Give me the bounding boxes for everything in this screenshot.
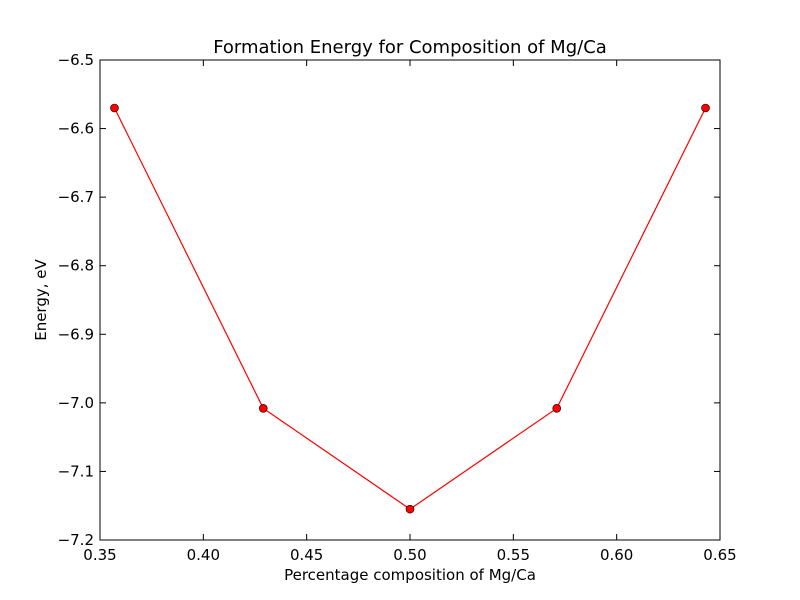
y-tick-label: −7.2 [58, 531, 94, 549]
x-tick-label: 0.55 [497, 546, 530, 564]
data-point [405, 504, 415, 514]
y-tick-label: −7.1 [58, 462, 94, 480]
data-point [110, 103, 119, 113]
x-tick-label: 0.50 [393, 546, 426, 564]
x-tick-label: 0.35 [83, 546, 116, 564]
y-tick-label: −6.8 [58, 257, 94, 275]
y-tick-label: −6.6 [58, 120, 94, 138]
chart-title: Formation Energy for Composition of Mg/C… [213, 37, 607, 58]
x-tick-label: 0.60 [600, 546, 633, 564]
data-point [552, 404, 562, 413]
y-tick-label: −6.7 [58, 188, 94, 206]
data-point [701, 103, 710, 113]
y-tick-label: −6.9 [58, 325, 94, 343]
data-point [258, 404, 268, 413]
x-tick-label: 0.45 [290, 546, 323, 564]
y-axis-title: Energy, eV [32, 258, 50, 340]
plot-area: 0.35 0.40 0.45 0.50 0.55 0.60 0.65 −6.5 −6.6 −6.7… [58, 51, 737, 564]
x-tick-label: 0.40 [187, 546, 220, 564]
x-axis-title: Percentage composition of Mg/Ca [284, 566, 536, 584]
y-tick-label: −7.0 [58, 394, 94, 412]
x-tick-label: 0.65 [703, 546, 736, 564]
y-tick-label: −6.5 [58, 51, 94, 69]
